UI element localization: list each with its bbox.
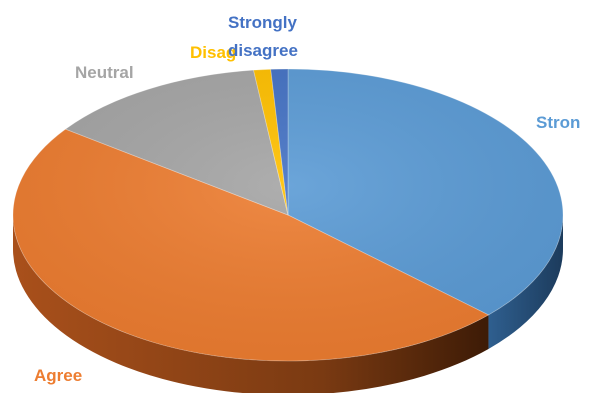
pie-slices: [12, 68, 564, 362]
label-strongly-disagree-line1: Strongly: [228, 13, 297, 32]
pie-side-strongly-agree: [488, 215, 563, 349]
label-strongly-disagree-line2: disagree: [228, 41, 298, 60]
label-neutral: Neutral: [75, 63, 134, 82]
label-strongly-agree: Stron: [536, 113, 580, 132]
label-disagree: Disag: [190, 43, 236, 62]
label-agree: Agree: [34, 366, 82, 385]
pie-side-agree: [13, 215, 489, 393]
pie-top-shine: [13, 69, 563, 361]
slice-labels: Stron Agree Neutral Disag Strongly disag…: [34, 13, 580, 385]
pie-sides: [13, 215, 563, 393]
